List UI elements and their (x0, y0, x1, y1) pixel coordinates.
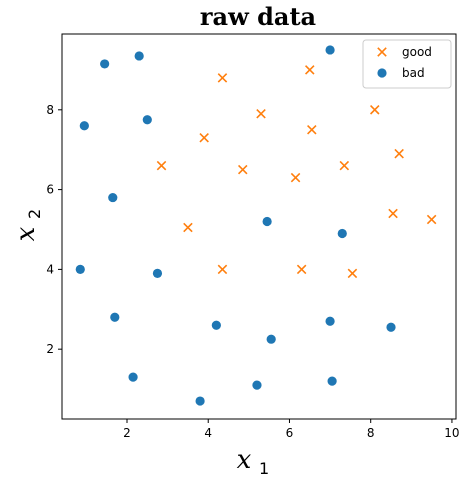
x-axis-ticks: 2 4 6 8 10 (123, 419, 460, 440)
good-point (199, 132, 209, 143)
good-point (256, 109, 266, 119)
bad-point (75, 264, 85, 274)
good-point (369, 105, 380, 115)
good-point (426, 214, 437, 225)
good-point (296, 264, 307, 275)
good-point (394, 148, 404, 159)
good-point (388, 208, 398, 219)
bad-point (108, 192, 118, 203)
legend-good-label: good (402, 45, 432, 59)
x-tick-label: 4 (204, 426, 212, 440)
y-tick-label: 6 (46, 183, 54, 197)
bad-point (266, 334, 276, 344)
x-tick-label: 2 (123, 426, 131, 440)
bad-point (195, 396, 205, 406)
x-axis-label-sub: 1 (259, 459, 269, 478)
bad-point (110, 312, 120, 322)
x-axis-label: x 1 (237, 445, 270, 478)
legend-good-marker (377, 47, 387, 57)
bad-point (325, 316, 335, 326)
good-point (290, 172, 301, 183)
bad-point (152, 268, 163, 278)
x-tick-label: 10 (444, 426, 459, 440)
bad-point (134, 51, 144, 61)
plot-frame (61, 33, 457, 420)
y-axis-label: x 2 (11, 209, 44, 242)
bad-point (128, 372, 138, 382)
good-point (307, 124, 317, 135)
good-point (237, 164, 248, 175)
y-tick-label: 4 (46, 262, 54, 276)
bad-point (386, 322, 396, 332)
legend-bad-marker (377, 68, 387, 78)
bad-point (262, 216, 272, 227)
x-tick-label: 6 (286, 426, 294, 440)
good-point (217, 264, 228, 275)
good-point (183, 222, 193, 233)
legend: good bad (362, 39, 452, 89)
x-axis-label-base: x (237, 445, 252, 475)
chart-title: raw data (200, 2, 316, 31)
good-point (305, 65, 315, 75)
y-axis-label-sub: 2 (25, 209, 44, 219)
bad-point (337, 228, 347, 239)
good-point (156, 160, 167, 171)
good-point (339, 160, 350, 171)
data-points (75, 45, 437, 406)
bad-point (79, 121, 89, 131)
legend-bad-label: bad (402, 66, 425, 80)
bad-point (211, 320, 221, 330)
bad-point (100, 59, 110, 69)
y-tick-label: 2 (46, 342, 54, 356)
bad-point (142, 115, 152, 125)
x-tick-label: 8 (367, 426, 375, 440)
good-point (347, 268, 358, 279)
good-point (217, 73, 228, 83)
bad-point (325, 45, 335, 55)
y-axis-label-base: x (11, 226, 41, 241)
y-tick-label: 8 (46, 103, 54, 117)
bad-point (252, 380, 262, 390)
bad-point (327, 376, 337, 386)
y-axis-ticks: 2 4 6 8 (46, 103, 62, 356)
